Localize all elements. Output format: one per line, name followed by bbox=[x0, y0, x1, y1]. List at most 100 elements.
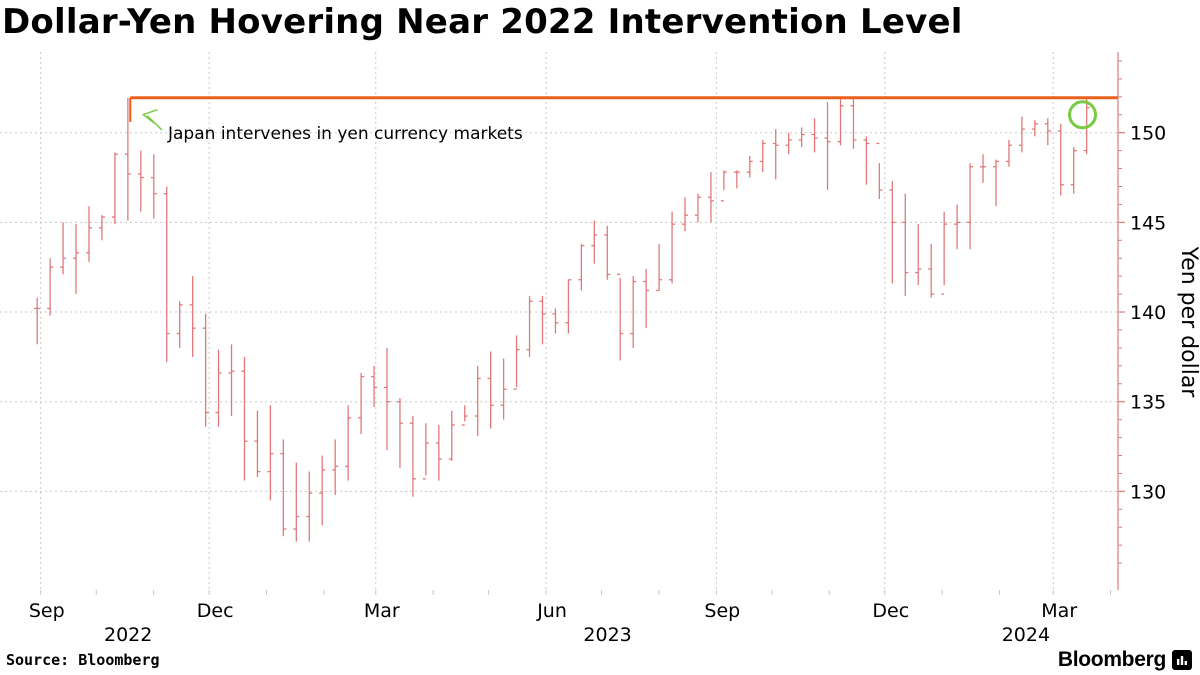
price-bar bbox=[241, 356, 248, 481]
price-bar bbox=[992, 159, 999, 207]
price-bar bbox=[578, 243, 585, 291]
y-tick-label: 135 bbox=[1130, 392, 1166, 414]
price-bar bbox=[643, 268, 650, 329]
price-bar bbox=[150, 154, 157, 219]
price-bar bbox=[928, 243, 935, 298]
price-bar bbox=[656, 243, 663, 292]
price-bar bbox=[1057, 123, 1064, 196]
y-axis-label: Yen per dollar bbox=[1176, 246, 1200, 399]
price-bar bbox=[85, 206, 92, 262]
price-bar bbox=[215, 349, 222, 427]
y-tick-label: 130 bbox=[1130, 481, 1166, 503]
price-bar bbox=[371, 365, 378, 408]
price-bar bbox=[98, 215, 105, 241]
price-bar bbox=[461, 405, 468, 426]
price-bar bbox=[941, 211, 948, 295]
y-tick-label: 150 bbox=[1130, 123, 1166, 145]
source-note: Source: Bloomberg bbox=[6, 651, 160, 669]
annotation: Japan intervenes in yen currency markets bbox=[129, 97, 1098, 144]
price-bar bbox=[733, 170, 740, 189]
bloomberg-terminal-icon bbox=[1172, 650, 1192, 670]
price-bar bbox=[1070, 147, 1077, 194]
x-year-label: 2023 bbox=[583, 624, 631, 646]
price-series bbox=[34, 97, 1090, 542]
price-bar bbox=[176, 301, 183, 348]
price-bar bbox=[124, 97, 131, 221]
x-year-label: 2024 bbox=[1002, 624, 1050, 646]
current-level-highlight bbox=[1068, 100, 1098, 130]
price-bar bbox=[267, 405, 274, 501]
price-bar bbox=[798, 127, 805, 148]
x-month-label: Mar bbox=[364, 600, 400, 622]
price-bar bbox=[604, 225, 611, 280]
price-bar bbox=[202, 313, 209, 427]
y-tick-label: 145 bbox=[1130, 212, 1166, 234]
price-bar bbox=[137, 150, 144, 212]
price-bar bbox=[539, 295, 546, 345]
price-bar bbox=[591, 220, 598, 264]
y-tick-label: 140 bbox=[1130, 302, 1166, 324]
price-bar bbox=[552, 308, 559, 334]
price-bar bbox=[358, 373, 365, 434]
price-bar bbox=[1044, 118, 1051, 146]
price-bar bbox=[448, 410, 455, 461]
price-bar bbox=[293, 462, 300, 542]
chart-title: Dollar-Yen Hovering Near 2022 Interventi… bbox=[2, 2, 963, 42]
price-bar bbox=[694, 193, 701, 223]
price-bar bbox=[824, 102, 831, 191]
price-bar bbox=[474, 365, 481, 436]
price-bar bbox=[306, 471, 313, 542]
price-bar bbox=[850, 98, 857, 149]
price-bar bbox=[319, 455, 326, 526]
y-axis: 130 135 140 145 150 bbox=[1117, 52, 1166, 590]
price-bar bbox=[254, 410, 261, 478]
x-month-label: Jun bbox=[536, 600, 567, 622]
price-bar bbox=[746, 156, 753, 178]
price-bar bbox=[513, 335, 520, 390]
annotation-label: Japan intervenes in yen currency markets bbox=[167, 124, 523, 144]
bloomberg-logo: Bloomberg bbox=[1058, 648, 1192, 672]
price-bar bbox=[111, 152, 118, 225]
x-month-label: Dec bbox=[872, 600, 909, 622]
price-bar bbox=[720, 170, 727, 202]
price-bar bbox=[980, 154, 987, 183]
price-bar bbox=[189, 276, 196, 357]
price-bar bbox=[902, 193, 909, 296]
x-month-label: Sep bbox=[29, 600, 65, 622]
price-bar bbox=[837, 98, 844, 146]
price-bar bbox=[228, 344, 235, 417]
price-bar bbox=[1031, 120, 1038, 137]
price-bar bbox=[967, 163, 974, 250]
price-bar bbox=[785, 132, 792, 155]
price-bar bbox=[772, 129, 779, 180]
x-year-label: 2022 bbox=[104, 624, 152, 646]
price-bar bbox=[565, 279, 572, 334]
price-bar bbox=[384, 347, 391, 451]
x-month-label: Sep bbox=[704, 600, 740, 622]
price-bar bbox=[811, 118, 818, 153]
price-bar bbox=[1005, 139, 1012, 167]
price-bar bbox=[73, 224, 80, 295]
price-bar bbox=[863, 136, 870, 185]
price-bar bbox=[526, 295, 533, 357]
brand-name: Bloomberg bbox=[1057, 648, 1166, 671]
price-bar bbox=[345, 405, 352, 481]
price-bar bbox=[954, 204, 961, 250]
price-bar bbox=[163, 186, 170, 363]
x-month-label: Dec bbox=[197, 600, 234, 622]
price-bar bbox=[889, 181, 896, 284]
price-bar bbox=[915, 224, 922, 286]
price-bar bbox=[487, 351, 494, 429]
price-bar bbox=[1018, 116, 1025, 153]
price-bar bbox=[34, 297, 41, 345]
price-bar bbox=[707, 172, 714, 223]
price-bar bbox=[669, 211, 676, 284]
price-bar bbox=[332, 439, 339, 495]
price-bar bbox=[409, 416, 416, 497]
x-axis: Sep Dec Mar Jun Sep Dec Mar 2022 2023 2024 bbox=[29, 590, 1112, 646]
price-bar bbox=[876, 142, 883, 200]
price-bar bbox=[500, 358, 507, 420]
gridlines bbox=[0, 52, 1118, 590]
price-bar bbox=[617, 273, 624, 361]
x-month-label: Mar bbox=[1041, 600, 1077, 622]
